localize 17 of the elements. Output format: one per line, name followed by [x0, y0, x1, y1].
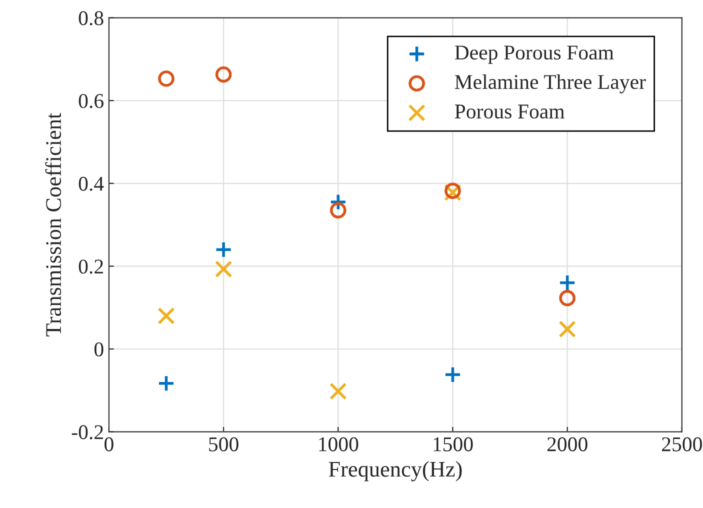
x-tick-label: 500: [209, 437, 238, 452]
y-tick-label: 0.8: [78, 11, 104, 26]
legend-label: Deep Porous Foam: [454, 46, 614, 64]
x-axis-title: Frequency(Hz): [328, 461, 462, 482]
legend-label: Melamine Three Layer: [454, 74, 646, 94]
y-tick-label: 0: [94, 342, 104, 356]
x-tick-label: 1000: [319, 437, 358, 452]
x-tick-label: 0: [104, 437, 114, 452]
x-tick-label: 2000: [547, 437, 588, 452]
y-tick-label: 0.6: [78, 94, 104, 108]
y-tick-label: 0.2: [78, 260, 103, 274]
x-tick-label: 2500: [662, 437, 702, 452]
y-axis-title: Transmission Coefficient: [45, 112, 62, 336]
x-tick-label: 1500: [434, 437, 473, 452]
legend-label: Porous Foam: [454, 104, 565, 119]
y-tick-label: -0.2: [72, 425, 103, 440]
y-tick-label: 0.4: [78, 176, 104, 191]
